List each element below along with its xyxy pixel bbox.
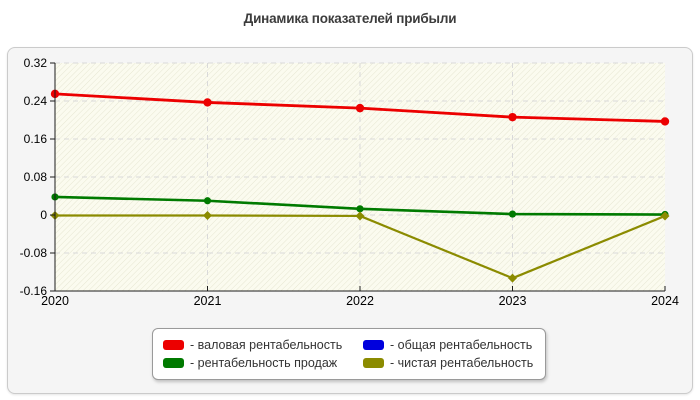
legend-swatch-red xyxy=(163,340,184,350)
y-tick-label: -0.08 xyxy=(20,246,48,260)
legend-swatch-blue xyxy=(363,340,384,350)
chart-title: Динамика показателей прибыли xyxy=(243,11,457,26)
x-tick-label: 2021 xyxy=(194,294,222,308)
legend-swatch-green xyxy=(163,358,184,368)
data-point-circle xyxy=(660,117,670,126)
y-tick-label: 0 xyxy=(40,208,47,222)
legend-label: - валовая рентабельность xyxy=(190,337,343,352)
x-tick-label: 2023 xyxy=(499,294,527,308)
data-point-circle xyxy=(203,197,212,205)
y-tick-label: 0.24 xyxy=(24,94,48,108)
y-tick-label: 0.32 xyxy=(24,56,48,70)
legend-label: - чистая рентабельность xyxy=(390,355,534,370)
y-tick-label: 0.16 xyxy=(24,132,48,146)
data-point-diamond xyxy=(355,211,365,221)
x-tick-label: 2020 xyxy=(41,294,69,308)
legend-item-sales-margin: - рентабельность продаж xyxy=(163,356,363,371)
legend-item-total-margin: - общая рентабельность xyxy=(363,338,541,353)
chart-legend: - валовая рентабельность - общая рентабе… xyxy=(152,328,546,380)
legend-swatch-olive xyxy=(363,358,384,368)
data-point-diamond xyxy=(203,210,212,220)
data-point-circle xyxy=(508,112,517,122)
y-tick-label: 0.08 xyxy=(24,170,48,184)
data-point-circle xyxy=(356,205,364,213)
legend-item-gross-margin: - валовая рентабельность xyxy=(163,338,363,353)
x-tick-label: 2022 xyxy=(346,294,374,308)
x-tick-label: 2024 xyxy=(651,294,679,308)
legend-label: - общая рентабельность xyxy=(390,337,533,352)
data-point-diamond xyxy=(660,211,670,221)
data-point-circle xyxy=(203,98,212,107)
legend-label: - рентабельность продаж xyxy=(190,355,338,370)
legend-item-net-margin: - чистая рентабельность xyxy=(363,356,541,371)
data-point-diamond xyxy=(508,273,517,283)
y-tick-label: -0.16 xyxy=(20,284,48,298)
data-point-circle xyxy=(508,210,517,218)
data-point-circle xyxy=(355,103,365,113)
